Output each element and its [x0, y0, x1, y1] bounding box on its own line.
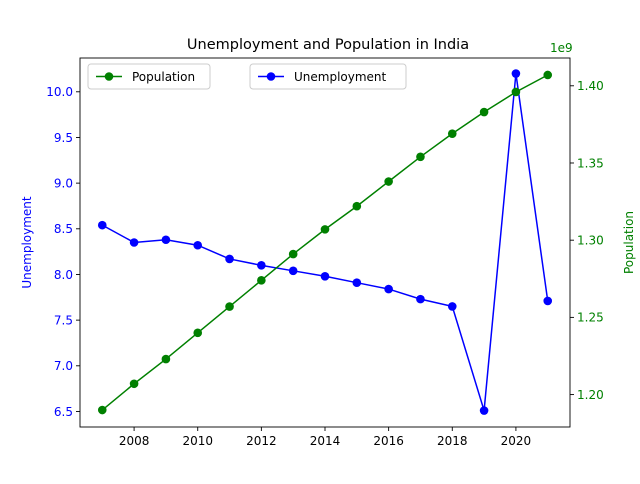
x-tick-label: 2016 — [373, 434, 404, 448]
left-y-tick-label: 9.5 — [54, 131, 73, 145]
series-point-unemployment — [384, 284, 393, 294]
series-point-unemployment — [352, 278, 362, 287]
left-y-tick-label: 8.5 — [54, 222, 73, 236]
series-point-unemployment — [511, 69, 521, 78]
left-y-tick-label: 7.0 — [54, 359, 73, 373]
right-y-tick-label: 1.25 — [577, 311, 604, 325]
x-tick-label: 2012 — [246, 434, 277, 448]
series-point-unemployment — [129, 238, 139, 247]
x-tick-label: 2020 — [501, 434, 532, 448]
series-point-unemployment — [416, 294, 425, 304]
series-point-unemployment — [320, 271, 330, 281]
series-point-population — [225, 302, 234, 311]
series-point-population — [161, 354, 171, 364]
series-point-unemployment — [447, 302, 457, 311]
series-point-unemployment — [225, 254, 234, 264]
right-y-tick-label: 1.20 — [577, 388, 604, 402]
series-point-unemployment — [288, 266, 298, 276]
legend-upper-left: Population — [87, 63, 211, 90]
series-point-population — [352, 201, 362, 211]
series-point-population — [447, 129, 457, 138]
series-point-population — [384, 177, 393, 186]
series-point-population — [129, 379, 139, 389]
chart-title: Unemployment and Population in India — [187, 37, 469, 53]
plot-frame — [79, 57, 571, 428]
right-y-tick-label: 1.30 — [577, 233, 604, 247]
x-tick-label: 2014 — [310, 434, 341, 448]
series-point-population — [320, 225, 330, 234]
left-y-tick-label: 9.0 — [54, 176, 73, 190]
left-y-tick-label: 6.5 — [54, 405, 73, 419]
series-point-unemployment — [97, 220, 107, 230]
series-point-unemployment — [543, 296, 553, 306]
series-point-unemployment — [161, 235, 171, 245]
right-y-tick-label: 1.35 — [577, 156, 604, 170]
right-y-axis-label: Population — [622, 211, 636, 274]
series-point-population — [416, 152, 425, 162]
series-point-population — [97, 405, 107, 415]
x-tick-label: 2018 — [437, 434, 468, 448]
series-point-unemployment — [479, 406, 489, 415]
series-point-population — [193, 328, 203, 338]
left-y-tick-label: 7.5 — [54, 313, 73, 327]
legend-swatch-marker — [266, 72, 276, 81]
series-point-population — [257, 276, 266, 285]
series-point-population — [479, 107, 489, 117]
legend-upper-center: Unemployment — [249, 63, 407, 90]
series-point-unemployment — [257, 261, 266, 270]
x-tick-label: 2008 — [119, 434, 150, 448]
right-y-tick-label: 1.40 — [577, 79, 604, 93]
series-point-population — [288, 249, 298, 259]
left-y-tick-label: 10.0 — [46, 85, 73, 99]
legend-swatch-marker — [104, 72, 114, 81]
legend-box — [249, 63, 407, 90]
legend-label: Unemployment — [294, 70, 387, 84]
plot-area: 2008 2010 2012 2014 2016 2018 2020 6.5 7.0 7.5 8.0… — [20, 41, 636, 448]
x-tick-label: 2010 — [182, 434, 213, 448]
legend-label: Population — [132, 70, 195, 84]
series-point-unemployment — [193, 240, 203, 250]
legend-box — [87, 63, 211, 90]
series-point-population — [543, 70, 553, 80]
left-y-axis-label: Unemployment — [20, 196, 34, 289]
left-y-tick-label: 8.0 — [54, 268, 73, 282]
right-axis-offset-text: 1e9 — [550, 41, 573, 55]
series-point-population — [511, 87, 521, 97]
